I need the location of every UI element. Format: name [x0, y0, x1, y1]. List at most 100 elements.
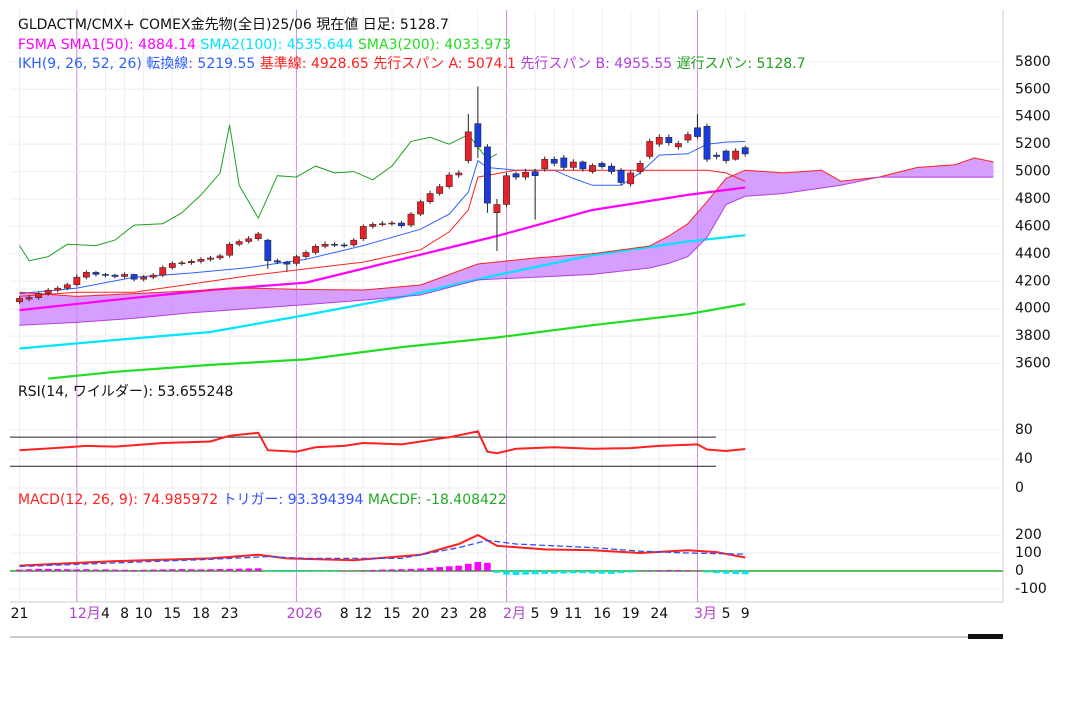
x-tick-label: 11 — [564, 606, 582, 622]
y-tick-label: 5200 — [1015, 136, 1051, 152]
candle-body — [445, 174, 453, 187]
legend-entry: 先行スパン A: 5074.1 — [373, 56, 516, 72]
histogram-bar — [83, 569, 90, 572]
x-tick-label: 21 — [11, 606, 29, 622]
histogram-bar — [474, 562, 482, 572]
histogram-bar — [168, 569, 176, 572]
line-series — [19, 539, 746, 568]
candle-body — [188, 261, 195, 264]
histogram-bar — [732, 571, 739, 575]
candle-body — [388, 222, 396, 225]
line-series — [19, 124, 498, 262]
x-tick-label: 28 — [469, 606, 487, 622]
candle-body — [369, 224, 377, 227]
candle-body — [130, 274, 138, 280]
y-tick-label: 5800 — [1015, 54, 1051, 70]
candle-body — [168, 263, 176, 268]
histogram-bar — [388, 569, 396, 572]
candle-body — [264, 239, 272, 261]
y-tick-label: -100 — [1015, 581, 1047, 597]
y-tick-label: 3600 — [1015, 356, 1051, 372]
x-tick-label: 5 — [531, 606, 540, 622]
candle-body — [73, 276, 81, 285]
candle-body — [474, 123, 482, 148]
line-series — [19, 186, 746, 312]
candle-body — [254, 233, 262, 240]
candle-body — [674, 143, 682, 148]
histogram-bar — [598, 571, 606, 574]
candle-body — [293, 256, 300, 264]
histogram-bar — [617, 571, 625, 574]
chart-title: GLDACTM/CMX+ COMEX金先物(全日)25/06 現在値 日足: 5… — [18, 16, 449, 33]
histogram-bar — [331, 571, 338, 572]
candle-body — [426, 193, 434, 202]
histogram-bar — [417, 568, 424, 572]
candle-body — [82, 272, 90, 278]
x-tick-label: 15 — [163, 606, 181, 622]
histogram-bar — [522, 571, 529, 575]
candle-body — [197, 259, 205, 262]
legend-entry: MACDF: -18.408422 — [368, 492, 507, 508]
histogram-bar — [426, 567, 434, 572]
legend-entry: 先行スパン B: 4955.55 — [520, 56, 672, 72]
candle-body — [560, 157, 568, 168]
candle-body — [140, 276, 148, 280]
candle-body — [102, 274, 109, 276]
x-tick-label: 15 — [383, 606, 401, 622]
histogram-bar — [741, 571, 749, 575]
y-tick-label: 3800 — [1015, 328, 1051, 344]
line-series — [19, 430, 746, 455]
candle-body — [655, 137, 663, 145]
candle-body — [207, 257, 214, 260]
histogram-bar — [359, 570, 367, 572]
y-tick-label: 5000 — [1015, 164, 1051, 180]
legend-entry: SMA3(200): 4033.973 — [358, 37, 511, 53]
candle-body — [25, 297, 33, 300]
y-tick-label: 4400 — [1015, 246, 1051, 262]
candle-body — [226, 244, 234, 256]
x-tick-label: 23 — [221, 606, 239, 622]
candle-body — [694, 127, 701, 137]
candle-body — [44, 289, 52, 294]
y-tick-label: 0 — [1015, 563, 1024, 579]
line-series — [48, 302, 746, 380]
histogram-bar — [646, 570, 654, 572]
candle-body — [149, 274, 157, 278]
x-tick-label: 2026 — [287, 606, 323, 622]
histogram-bar — [608, 571, 615, 574]
legend-entry: IKH(9, 26, 52, 26) 転換線: 5219.55 — [18, 56, 255, 72]
histogram-bar — [54, 569, 62, 572]
x-tick-label: 8 — [340, 606, 349, 622]
scrollbar-thumb[interactable] — [968, 634, 1003, 639]
line-series — [19, 176, 994, 326]
histogram-bar — [140, 569, 148, 572]
histogram-bar — [627, 571, 634, 573]
histogram-bar — [197, 569, 205, 572]
candle-body — [703, 126, 711, 160]
legend-entry: 基準線: 4928.65 — [260, 55, 369, 72]
histogram-bar — [512, 571, 520, 575]
histogram-bar — [226, 568, 233, 572]
histogram-bar — [178, 569, 186, 572]
candle-body — [16, 298, 23, 303]
line-series — [19, 141, 746, 295]
line-series — [19, 533, 746, 567]
candle-body — [159, 267, 167, 276]
x-tick-label: 5 — [722, 606, 731, 622]
candle-body — [550, 158, 558, 164]
candle-body — [312, 246, 319, 253]
candle-body — [732, 150, 740, 160]
histogram-bar — [121, 569, 128, 572]
marks — [10, 86, 1003, 575]
legend-entry: 遅行スパン: 5128.7 — [677, 56, 806, 72]
histogram-bar — [541, 571, 549, 574]
histogram-bar — [722, 571, 730, 574]
candle-body — [464, 131, 472, 161]
candle-body — [302, 252, 310, 257]
candle-body — [378, 223, 386, 225]
y-tick-label: 40 — [1015, 451, 1033, 467]
histogram-bar — [398, 569, 405, 572]
x-tick-label: 16 — [593, 606, 611, 622]
legend: FSMA SMA1(50): 4884.14 SMA2(100): 4535.6… — [18, 37, 511, 53]
